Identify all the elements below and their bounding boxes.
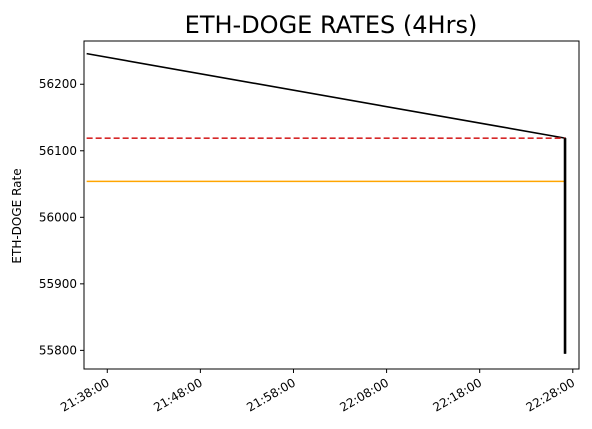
series-layer (86, 52, 567, 354)
y-tick-label: 55900 (39, 277, 77, 291)
series-line-0 (86, 52, 566, 354)
y-tick-label: 55800 (39, 343, 77, 357)
x-tick-label: 21:38:00 (58, 375, 112, 414)
y-tick-label: 56100 (39, 144, 77, 158)
y-tick-label: 56200 (39, 77, 77, 91)
y-axis-ticks: 55800 55900 56000 56100 56200 (39, 77, 84, 357)
x-tick-label: 21:48:00 (151, 375, 205, 414)
x-axis-ticks: 21:38:00 21:48:00 21:58:00 22:08:00 22:18:00… (58, 369, 577, 415)
x-tick-label: 22:28:00 (524, 375, 578, 414)
x-tick-label: 21:58:00 (244, 375, 298, 414)
x-tick-label: 22:18:00 (431, 375, 485, 414)
plot-frame (83, 40, 580, 370)
y-tick-label: 56000 (39, 210, 77, 224)
x-tick-label: 22:08:00 (337, 375, 391, 414)
chart-title: ETH-DOGE RATES (4Hrs) (185, 11, 478, 39)
y-axis-label: ETH-DOGE Rate (10, 168, 24, 263)
